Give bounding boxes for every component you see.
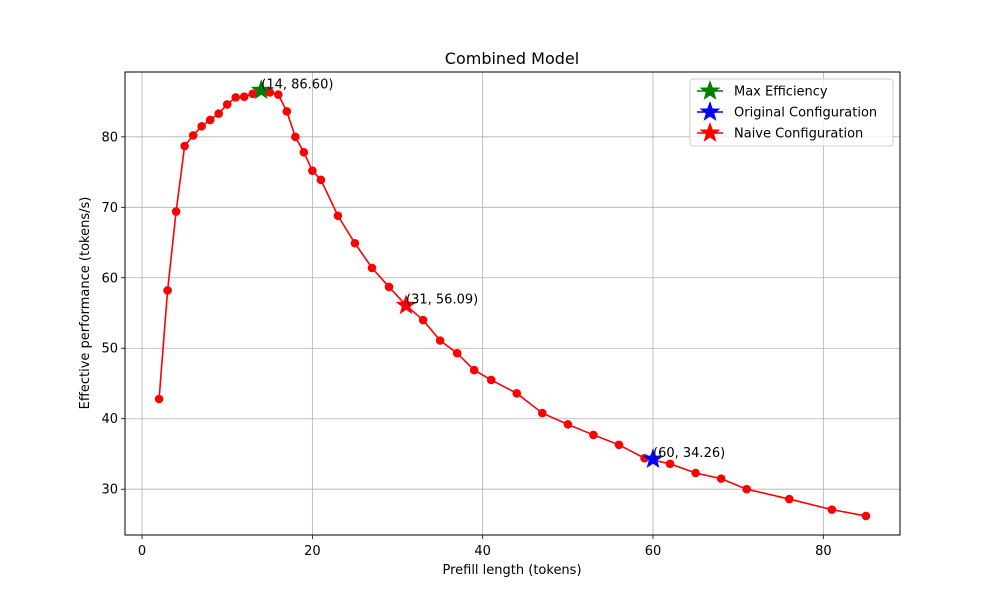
data-point [214,109,223,118]
data-point [538,409,547,418]
x-tick-label: 20 [304,544,321,559]
data-point [180,142,189,151]
data-point [785,495,794,504]
legend-label: Max Efficiency [734,85,828,100]
x-tick-label: 60 [645,544,662,559]
data-point [308,166,317,175]
data-point [351,239,360,248]
data-point [283,107,292,116]
data-point [172,207,181,216]
legend: Max Efficiency Original Configuration Naiv… [690,79,893,146]
x-tick-label: 40 [474,544,491,559]
y-tick-label: 70 [101,201,118,216]
x-tick-label: 80 [815,544,832,559]
data-point [206,116,215,125]
data-point [240,92,249,101]
x-tick-label: 0 [138,544,146,559]
data-point [589,431,598,440]
data-point [512,389,521,398]
data-point [742,485,751,494]
data-point [436,336,445,345]
data-point [155,395,164,404]
data-point [862,512,871,521]
data-point [189,131,198,140]
y-axis-label: Effective performance (tokens/s) [78,197,93,410]
y-tick-label: 80 [101,130,118,145]
data-point [691,469,700,478]
data-point [317,176,326,185]
legend-label: Naive Configuration [734,127,863,142]
chart-title: Combined Model [445,49,579,68]
highlight-annotation: (31, 56.09) [406,292,478,307]
data-point [368,264,377,273]
data-point [828,505,837,514]
x-axis-label: Prefill length (tokens) [442,563,581,578]
data-point [453,349,462,358]
data-point [223,100,232,109]
data-point [419,316,428,325]
data-point [385,283,394,292]
data-point [487,376,496,385]
data-point [470,366,479,375]
data-point [197,122,206,131]
y-tick-label: 60 [101,271,118,286]
y-tick-label: 30 [101,483,118,498]
data-point [334,211,343,220]
y-tick-label: 50 [101,342,118,357]
data-point [717,474,726,483]
highlight-annotation: (14, 86.60) [261,77,333,92]
data-point [564,420,573,429]
data-point [300,148,309,157]
data-point [291,133,300,142]
legend-label: Original Configuration [734,106,877,121]
y-tick-label: 40 [101,412,118,427]
data-point [231,93,240,102]
data-point [615,440,624,449]
data-point [163,286,172,295]
highlight-annotation: (60, 34.26) [653,446,725,461]
